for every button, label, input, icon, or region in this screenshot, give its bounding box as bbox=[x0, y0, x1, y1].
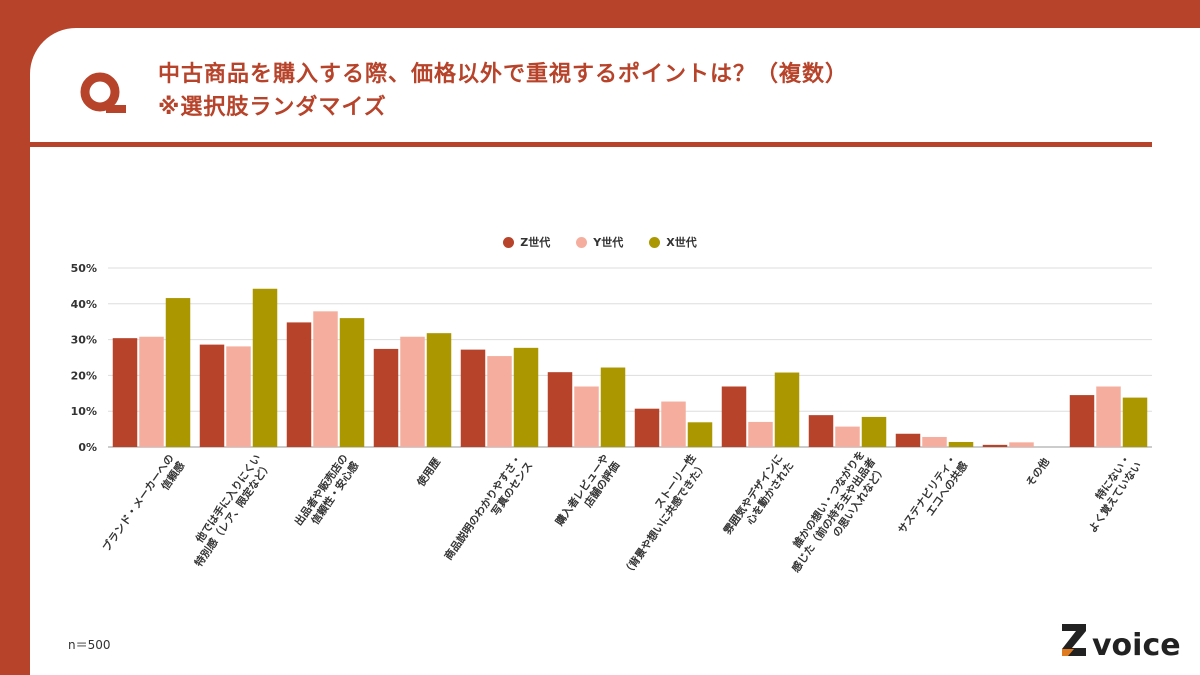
bar bbox=[547, 372, 573, 447]
legend-label-x: X世代 bbox=[666, 236, 697, 249]
legend-item-x: X世代 bbox=[649, 234, 697, 250]
bar bbox=[687, 422, 713, 447]
y-tick-label: 0% bbox=[78, 441, 97, 454]
bar bbox=[600, 367, 626, 447]
bar bbox=[861, 416, 887, 447]
bar bbox=[226, 346, 251, 447]
bar bbox=[426, 333, 452, 447]
z-logo-icon bbox=[1062, 624, 1086, 656]
bar bbox=[895, 433, 921, 447]
bar bbox=[112, 338, 138, 447]
legend-dot-y bbox=[576, 236, 588, 248]
bar bbox=[487, 356, 512, 447]
title-line-1: 中古商品を購入する際、価格以外で重視するポイントは？（複数） bbox=[158, 62, 849, 87]
legend-label-y: Y世代 bbox=[593, 236, 624, 249]
bar bbox=[721, 386, 747, 447]
bar bbox=[634, 408, 660, 447]
bar bbox=[1069, 395, 1095, 447]
bar bbox=[139, 336, 164, 447]
legend-dot-z bbox=[503, 236, 515, 248]
x-tick-label: ストーリー性（背景や想いに共感できた） bbox=[620, 451, 709, 578]
bar bbox=[1009, 442, 1034, 447]
x-tick-label: その他 bbox=[1023, 455, 1052, 489]
bar bbox=[1122, 397, 1148, 447]
bar bbox=[922, 436, 947, 447]
bar bbox=[948, 441, 974, 447]
legend-dot-x bbox=[649, 236, 661, 248]
y-tick-label: 20% bbox=[71, 369, 97, 382]
bar bbox=[339, 318, 365, 447]
bar bbox=[513, 347, 539, 447]
bar bbox=[199, 344, 225, 447]
legend-item-y: Y世代 bbox=[576, 234, 623, 250]
y-tick-label: 40% bbox=[71, 298, 97, 311]
y-tick-label: 10% bbox=[71, 405, 97, 418]
x-tick-label-line: ブランド・メーカーへの bbox=[100, 452, 177, 554]
x-tick-label-line: 感じた（前の持ち主や出品者 bbox=[789, 455, 878, 575]
x-tick-label-line: その他 bbox=[1023, 455, 1052, 489]
bar bbox=[835, 426, 860, 447]
bar bbox=[774, 372, 800, 447]
bar bbox=[661, 401, 686, 447]
x-tick-label: 特にない・よく覚えていない bbox=[1086, 452, 1145, 535]
bar bbox=[165, 298, 191, 447]
bar bbox=[748, 421, 773, 447]
brand-logo: voice bbox=[1062, 624, 1181, 662]
x-tick-label-line: 商品説明のわかりやすさ・ bbox=[442, 452, 525, 563]
bar bbox=[808, 415, 834, 447]
x-tick-label: 商品説明のわかりやすさ・写真のセンス bbox=[442, 452, 536, 563]
legend-label-z: Z世代 bbox=[520, 236, 551, 249]
bar bbox=[313, 311, 338, 447]
y-tick-label: 50% bbox=[71, 262, 97, 275]
bar bbox=[400, 336, 425, 447]
q-icon bbox=[80, 72, 126, 113]
x-tick-label: 使用歴 bbox=[414, 455, 444, 489]
bar bbox=[574, 386, 599, 447]
chart-legend: Z世代 Y世代 X世代 bbox=[0, 234, 1200, 250]
chart-title: 中古商品を購入する際、価格以外で重視するポイントは？（複数） ※選択肢ランダマイ… bbox=[158, 58, 848, 124]
bar bbox=[982, 444, 1008, 447]
content-card bbox=[30, 28, 1200, 675]
x-tick-label: サステナビリティ・エコへの共感 bbox=[895, 452, 970, 536]
sample-size-note: n＝500 bbox=[68, 638, 111, 652]
x-tick-label-line: 特別感（レア、限定など） bbox=[192, 459, 274, 569]
legend-item-z: Z世代 bbox=[503, 234, 550, 250]
bar bbox=[286, 322, 312, 447]
title-line-2: ※選択肢ランダマイズ bbox=[158, 95, 387, 120]
y-tick-label: 30% bbox=[71, 334, 97, 347]
bar bbox=[460, 349, 486, 447]
x-tick-label-line: 使用歴 bbox=[414, 455, 444, 489]
bar bbox=[373, 348, 399, 447]
bar bbox=[252, 288, 278, 447]
bar bbox=[1096, 386, 1121, 447]
x-tick-label-line: （背景や想いに共感できた） bbox=[620, 459, 709, 578]
title-divider bbox=[30, 142, 1152, 147]
brand-name: voice bbox=[1092, 628, 1181, 662]
